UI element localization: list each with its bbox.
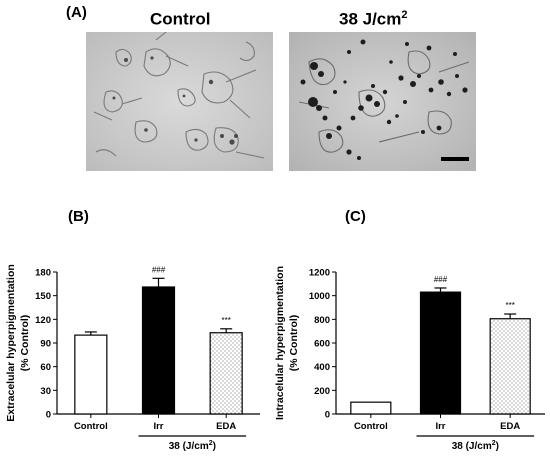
control-micrograph	[86, 32, 273, 171]
chart-c-ytick-label-1: 200	[314, 386, 330, 397]
control-image-title: Control	[150, 9, 210, 30]
chart-c: 0 200 400 600 800 1000 1200 Intracelular hyperp…	[275, 266, 545, 452]
chart-b-ytick-label-6: 180	[35, 268, 51, 279]
chart-c-xtick-label-1: Irr	[435, 421, 445, 432]
chart-c-bar-1	[419, 291, 462, 415]
chart-c-annotation-1: ###	[434, 275, 448, 284]
chart-c-group-label: 38 (J/cm2)	[452, 440, 499, 452]
irradiated-image-title-text: 38 J/cm	[339, 9, 402, 29]
chart-c-ylabel-2: (% Control)	[288, 315, 300, 372]
chart-b-group-label: 38 (J/cm2)	[169, 440, 216, 452]
control-micrograph-svg	[86, 32, 273, 171]
chart-b-xtick-label-2: EDA	[216, 421, 236, 432]
chart-b-bar-2	[209, 332, 243, 415]
panel-c-letter: (C)	[345, 208, 366, 225]
chart-c-annotation-2: ***	[505, 301, 514, 310]
chart-b-annotation-2: ***	[221, 316, 230, 325]
chart-c-group-label-sup: 2	[492, 440, 496, 447]
chart-c-ytick-label-6: 1200	[309, 268, 330, 279]
panel-b-letter: (B)	[68, 208, 89, 225]
chart-c-ytick-label-4: 800	[314, 315, 330, 326]
chart-b-ylabel: Extracelular hyperpigmentation	[5, 264, 17, 422]
chart-c-ytick-label-0: 0	[325, 410, 330, 421]
scale-bar	[441, 157, 469, 161]
irradiated-image-title: 38 J/cm2	[339, 9, 408, 30]
chart-b-annotation-1: ###	[152, 265, 166, 274]
chart-b-ytick-label-4: 120	[35, 315, 51, 326]
chart-b-bar-0	[74, 334, 108, 415]
irradiated-micrograph-svg	[289, 32, 476, 171]
chart-b-xtick-label-0: Control	[74, 421, 108, 432]
chart-c-group-label-end: )	[496, 441, 499, 452]
chart-c-bar-2	[489, 318, 531, 415]
irradiated-micrograph	[289, 32, 476, 171]
chart-b-ytick-label-1: 30	[40, 386, 51, 397]
chart-c-group-label-main: 38 (J/cm	[452, 441, 492, 452]
chart-b-ylabel-2: (% Control)	[19, 315, 31, 372]
chart-b-ytick-label-3: 90	[40, 339, 51, 350]
chart-b-group-label-main: 38 (J/cm	[169, 441, 209, 452]
chart-b-ytick-label-2: 60	[40, 362, 51, 373]
chart-c-ytick-label-3: 600	[314, 339, 330, 350]
chart-b-group-label-end: )	[213, 441, 216, 452]
chart-b-bar-1	[141, 286, 176, 415]
chart-c-bar-0	[350, 401, 392, 415]
chart-b-group-label-sup: 2	[209, 440, 213, 447]
chart-c-xtick-label-2: EDA	[500, 421, 520, 432]
chart-c-xtick-label-0: Control	[354, 421, 388, 432]
chart-b-ytick-label-5: 150	[35, 291, 51, 302]
chart-c-ytick-label-2: 400	[314, 362, 330, 373]
panel-a-letter: (A)	[66, 4, 87, 21]
chart-c-ylabel: Intracelular hyperpigmentation	[275, 266, 286, 420]
chart-b: 0 30 60 90 120 150 180 Extracelular hyperpigmen…	[5, 264, 260, 452]
control-image-title-text: Control	[150, 9, 211, 29]
chart-b-ytick-label-0: 0	[46, 410, 51, 421]
chart-c-ytick-label-5: 1000	[309, 291, 330, 302]
irradiated-image-title-sup: 2	[401, 9, 408, 21]
chart-b-xtick-label-1: Irr	[153, 421, 163, 432]
